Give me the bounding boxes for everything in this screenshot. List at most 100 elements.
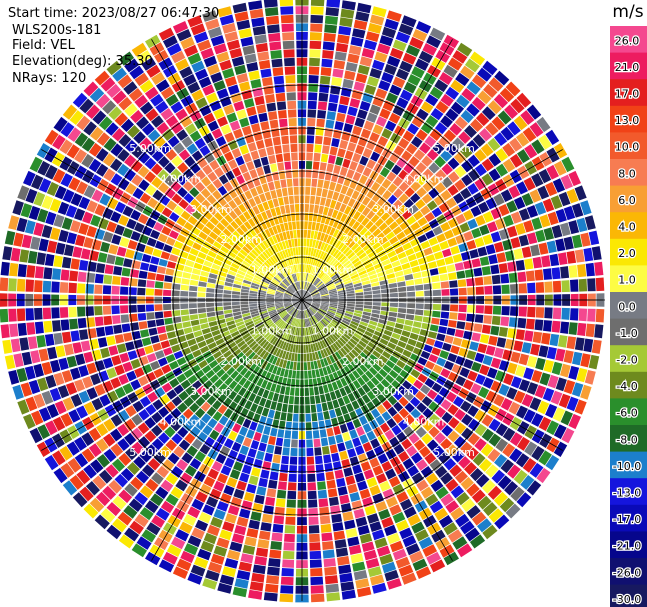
velocity-gate (415, 459, 428, 471)
velocity-gate (157, 233, 168, 243)
velocity-gate (309, 49, 321, 58)
velocity-gate (547, 211, 559, 226)
velocity-gate (352, 28, 366, 39)
velocity-gate (509, 137, 523, 152)
velocity-gate (352, 125, 363, 136)
velocity-gate (515, 222, 526, 235)
field-name: Field: VEL (12, 38, 75, 53)
velocity-gate (403, 506, 417, 519)
velocity-gate (66, 232, 77, 245)
velocity-gate (339, 95, 350, 106)
velocity-gate (328, 154, 336, 164)
velocity-gate (383, 329, 393, 337)
velocity-gate (372, 350, 381, 359)
velocity-gate (253, 431, 262, 442)
velocity-gate (341, 335, 349, 343)
velocity-gate (359, 155, 369, 166)
velocity-gate (484, 285, 493, 295)
velocity-gate (258, 530, 271, 541)
velocity-gate (246, 338, 255, 346)
velocity-gate (304, 264, 307, 273)
velocity-gate (552, 280, 562, 293)
velocity-gate (359, 56, 373, 67)
velocity-gate (417, 357, 428, 366)
velocity-gate (280, 585, 294, 594)
velocity-gate (325, 279, 333, 286)
velocity-gate (292, 326, 296, 335)
velocity-gate (572, 351, 583, 366)
velocity-gate (529, 462, 544, 478)
velocity-gate (406, 143, 418, 155)
velocity-gate (310, 265, 314, 274)
velocity-gate (325, 119, 335, 129)
velocity-gate (291, 317, 296, 326)
velocity-gate (342, 356, 350, 365)
velocity-gate (450, 101, 465, 115)
velocity-gate (339, 270, 348, 277)
velocity-gate (485, 464, 499, 478)
velocity-gate (466, 483, 480, 497)
velocity-gate (343, 332, 351, 340)
velocity-gate (300, 302, 302, 310)
velocity-gate (433, 251, 444, 260)
velocity-gate (327, 310, 336, 316)
velocity-gate (207, 524, 220, 537)
velocity-gate (522, 458, 537, 473)
velocity-gate (387, 194, 398, 205)
velocity-gate (507, 464, 521, 479)
velocity-gate (154, 240, 165, 250)
velocity-gate (23, 413, 36, 430)
velocity-gate (201, 327, 211, 335)
velocity-gate (192, 325, 201, 332)
velocity-gate (474, 178, 487, 191)
velocity-gate (359, 364, 368, 373)
velocity-gate (306, 282, 310, 291)
colorbar-tick-label: -10.0 (613, 460, 641, 473)
velocity-gate (474, 438, 487, 451)
velocity-gate (370, 376, 380, 386)
velocity-gate (595, 277, 605, 292)
velocity-gate (325, 583, 340, 593)
velocity-gate (103, 168, 116, 182)
velocity-gate (253, 395, 262, 405)
velocity-gate (334, 121, 344, 131)
velocity-gate (276, 288, 285, 293)
velocity-gate (249, 303, 258, 307)
velocity-gate (369, 68, 382, 79)
velocity-gate (243, 370, 252, 379)
velocity-gate (488, 168, 501, 182)
velocity-gate (494, 347, 504, 359)
velocity-gate (339, 387, 347, 397)
velocity-gate (177, 402, 188, 413)
velocity-gate (398, 308, 407, 314)
velocity-gate (369, 521, 382, 532)
velocity-gate (428, 354, 439, 363)
velocity-gate (162, 459, 175, 472)
velocity-gate (207, 342, 217, 350)
velocity-gate (187, 374, 198, 385)
velocity-gate (440, 189, 452, 201)
velocity-gate (235, 273, 245, 279)
velocity-gate (365, 370, 374, 380)
velocity-gate (248, 589, 263, 600)
velocity-gate (215, 338, 225, 346)
velocity-gate (337, 34, 350, 44)
velocity-gate (90, 459, 104, 474)
velocity-gate (327, 335, 335, 344)
velocity-gate (310, 230, 315, 239)
velocity-gate (417, 234, 428, 243)
velocity-gate (561, 156, 575, 173)
velocity-gate (144, 245, 154, 255)
velocity-gate (334, 201, 342, 211)
velocity-gate (227, 505, 240, 516)
velocity-gate (516, 492, 532, 508)
velocity-gate (346, 265, 355, 272)
velocity-gate (445, 108, 459, 122)
velocity-gate (509, 153, 523, 168)
velocity-gate (423, 247, 433, 256)
velocity-gate (268, 558, 281, 568)
velocity-gate (315, 395, 321, 404)
velocity-gate (426, 439, 439, 451)
velocity-gate (315, 135, 323, 145)
velocity-gate (125, 183, 137, 195)
